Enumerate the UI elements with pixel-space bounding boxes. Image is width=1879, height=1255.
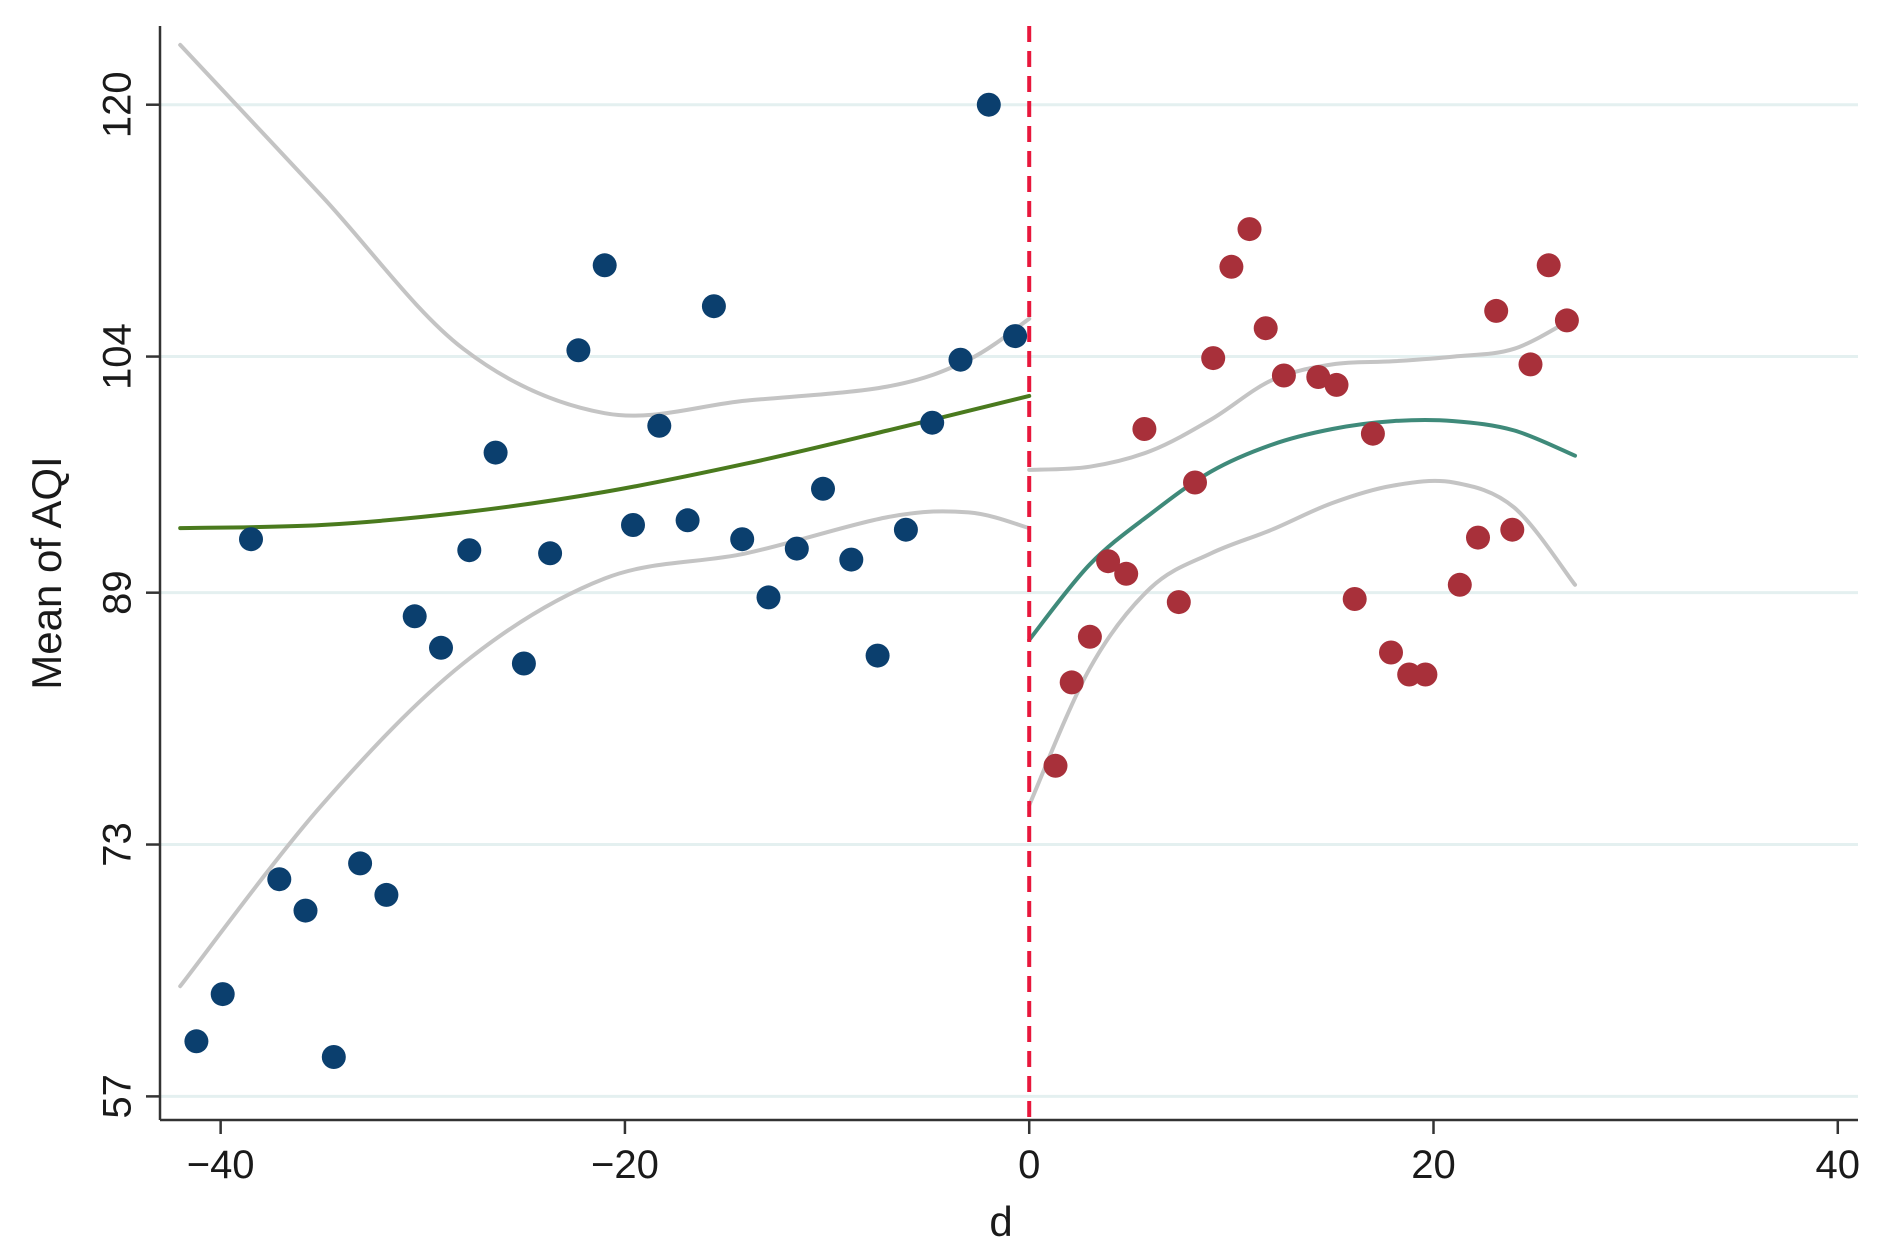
fit-line-layer (178, 393, 1577, 642)
left-data-point-18 (675, 508, 700, 533)
left-data-point-21 (756, 585, 781, 610)
left-data-point-1 (210, 982, 235, 1007)
series-right_fit (1027, 418, 1577, 642)
right-data-point-1 (1059, 670, 1084, 695)
x-tick-label-4: 40 (1816, 1143, 1861, 1187)
left-data-point-13 (538, 541, 563, 566)
right-data-point-14 (1324, 372, 1349, 397)
left-data-point-0 (184, 1029, 209, 1054)
left-data-point-26 (893, 517, 918, 542)
right-data-point-24 (1518, 352, 1543, 377)
left-data-point-2 (239, 527, 263, 552)
right-data-point-21 (1466, 525, 1490, 550)
y-tick-label-2: 89 (96, 570, 140, 615)
right-data-point-7 (1183, 470, 1207, 495)
y-tick-label-1: 73 (96, 822, 140, 867)
right-data-point-2 (1077, 624, 1102, 649)
right-data-point-22 (1484, 298, 1509, 323)
y-tick-label-3: 104 (96, 323, 140, 390)
series-right_ci_upper (1027, 315, 1577, 472)
right-data-point-10 (1237, 217, 1262, 242)
left-data-point-14 (566, 338, 591, 363)
right-data-point-5 (1132, 417, 1157, 441)
right-data-point-16 (1360, 421, 1385, 446)
x-tick-label-2: 0 (1018, 1143, 1040, 1187)
series-right_ci_lower (1027, 478, 1577, 808)
grid-layer (160, 103, 1858, 1098)
left-data-point-3 (267, 867, 292, 892)
right-data-point-20 (1447, 572, 1472, 597)
x-axis-title: d (989, 1198, 1012, 1245)
right-data-point-15 (1342, 587, 1367, 611)
x-tick-label-3: 20 (1411, 1143, 1456, 1187)
left-data-point-28 (948, 347, 973, 372)
right-data-point-25 (1536, 253, 1561, 278)
left-data-point-10 (457, 538, 482, 563)
left-data-point-23 (811, 476, 835, 501)
left-data-point-24 (839, 547, 864, 572)
right-data-point-3 (1096, 549, 1121, 574)
right-data-point-13 (1306, 365, 1331, 389)
left-data-point-17 (647, 413, 672, 438)
ci-band-layer (178, 42, 1577, 989)
left-data-point-7 (374, 882, 399, 907)
right-data-point-23 (1500, 517, 1525, 542)
axis-layer: −40 −20 0 20 40 57 73 89 104 120 (96, 26, 1860, 1187)
y-axis-title: Mean of AQI (23, 456, 70, 689)
right-data-point-11 (1253, 316, 1278, 341)
x-tick-label-0: −40 (187, 1143, 255, 1187)
left-data-point-15 (592, 253, 617, 278)
left-data-point-25 (865, 643, 890, 668)
left-data-point-19 (701, 294, 726, 319)
y-tick-label-0: 57 (96, 1074, 140, 1119)
left-data-point-16 (621, 513, 645, 537)
series-left_fit (178, 393, 1032, 531)
right-data-point-19 (1413, 662, 1438, 687)
left-data-point-12 (511, 651, 536, 676)
right-data-point-6 (1166, 590, 1191, 615)
scatter-point-layer (184, 92, 1579, 1069)
right-data-point-8 (1201, 346, 1226, 371)
right-data-point-4 (1114, 561, 1139, 586)
right-data-point-26 (1554, 308, 1579, 333)
x-tick-label-1: −20 (591, 1143, 659, 1187)
left-data-point-29 (976, 92, 1001, 117)
left-data-point-6 (348, 851, 373, 876)
left-data-point-22 (784, 536, 809, 561)
right-data-point-0 (1043, 753, 1068, 778)
left-data-point-30 (1003, 324, 1028, 349)
left-data-point-5 (321, 1045, 346, 1069)
series-left_ci_lower (178, 509, 1032, 989)
right-data-point-9 (1219, 254, 1244, 279)
left-data-point-20 (730, 527, 755, 552)
left-data-point-8 (402, 604, 427, 629)
y-tick-label-4: 120 (96, 71, 140, 138)
right-data-point-17 (1379, 640, 1403, 665)
left-data-point-4 (293, 898, 318, 923)
left-data-point-27 (920, 410, 945, 435)
left-data-point-11 (483, 440, 508, 465)
label-layer: d Mean of AQI (23, 456, 1013, 1245)
series-left_ci_upper (178, 42, 1032, 418)
left-data-point-9 (429, 635, 453, 660)
right-data-point-12 (1271, 363, 1296, 388)
